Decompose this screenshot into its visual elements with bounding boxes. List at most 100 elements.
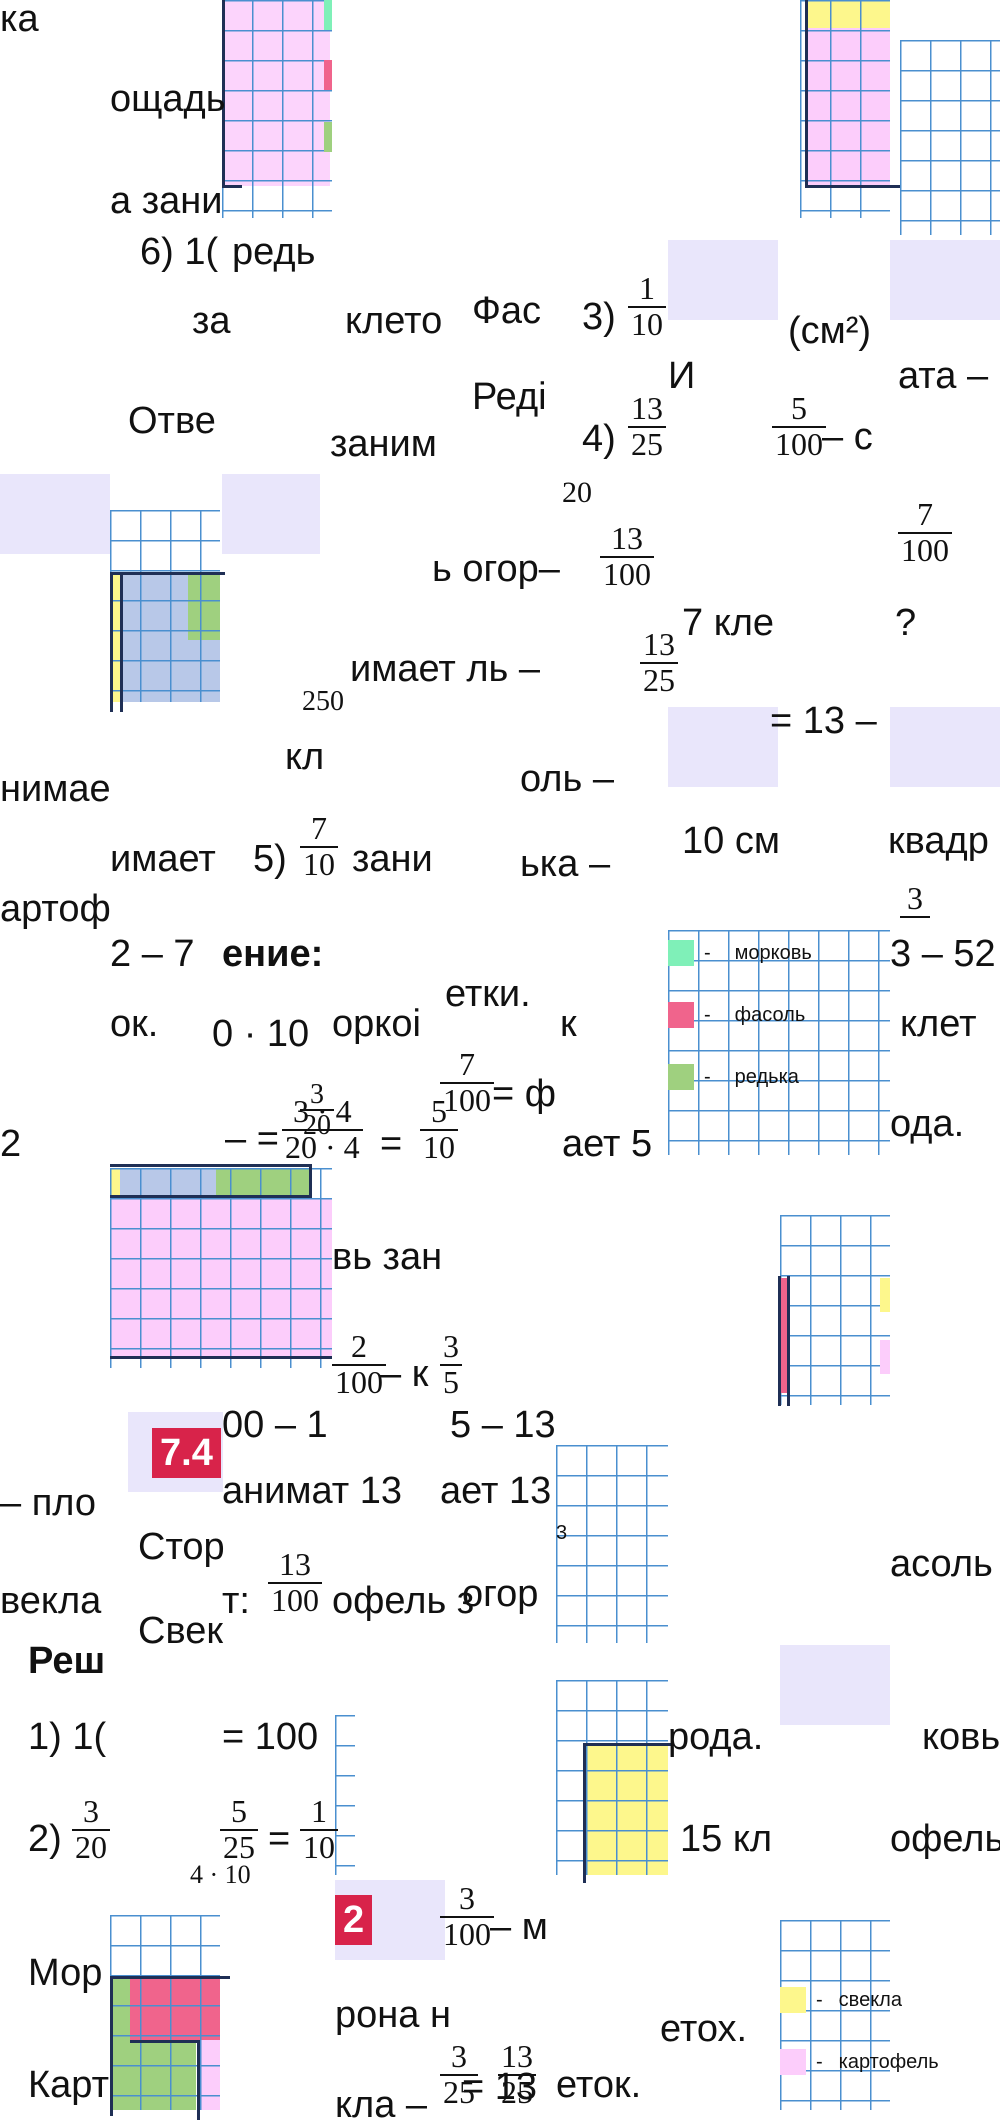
text-fragment: 6) 1( [140,231,219,273]
legend-label: редька [734,1065,799,1088]
text-fragment: – с [822,416,873,458]
text-fragment: ? [895,602,917,644]
text-fragment: Стор [138,1526,225,1568]
legend-grid [668,930,890,1155]
text-fragment: имает ль – [350,648,540,690]
text-fragment: ает 5 [562,1123,653,1165]
text-fragment: офель з [332,1580,475,1622]
text-fragment: артоф [0,888,111,930]
text-fragment: 1) 1( [28,1716,107,1758]
fraction: 13 25 [498,2039,536,2109]
potato-swatch [780,2049,806,2075]
text-fragment: т: [222,1580,250,1622]
text-fragment: Реді [472,376,547,418]
grid-piece [556,1445,668,1643]
legend-item-potato: - картофель [780,2049,939,2075]
legend-item-radish: - редька [668,1064,799,1090]
text-fragment: 3 – 52 [890,933,996,975]
text-fragment: еток. [556,2064,642,2106]
text-fragment: Мор [28,1952,103,1994]
legend-item-bean: - фасоль [668,1002,805,1028]
grid-piece [110,510,220,702]
plot-border [583,1743,673,1883]
task-number-badge: 2 [335,1895,373,1945]
puzzle-tile [668,707,778,787]
text-fragment: вь зан [332,1236,443,1278]
text-fragment: – = [225,1118,279,1160]
fraction: 3 [900,881,930,951]
text-fragment: 2 [0,1123,22,1165]
radish-swatch [668,1064,694,1090]
text-fragment: И [668,355,696,397]
heading-fragment: ение: [222,933,324,975]
text-fragment: Отве [128,400,216,442]
text-fragment: имает [110,838,216,880]
text-fragment: ка [0,0,39,40]
plot-border [110,572,225,712]
text-fragment: 5 – 13 [450,1404,556,1446]
text-fragment: ощадь [110,78,226,120]
fraction: 3 100 [440,1881,494,1951]
legend-label: свекла [838,1988,902,2011]
legend-label: морковь [734,941,812,964]
legend-dash: - [704,1065,711,1088]
text-fragment: ата – [898,355,989,397]
text-fragment: за [192,300,231,342]
text-fragment: векла [0,1580,102,1622]
text-fragment: Карт [28,2064,109,2106]
text-fragment: асоль [890,1543,993,1585]
plot-border [120,572,123,712]
heading-fragment: Реш [28,1640,106,1682]
task-number-badge: 7.4 [152,1428,221,1478]
legend-dash: - [816,1988,823,2011]
grid-piece [780,1920,890,2110]
grid-piece [780,1215,890,1405]
fraction: 7 100 [898,497,952,567]
text-fragment: = [380,1123,403,1165]
legend-item-carrot: - морковь [668,940,812,966]
plot-border [222,0,242,188]
legend-dash: - [704,941,711,964]
text-fragment: етки. [445,973,531,1015]
text-fragment: – пло [0,1482,97,1524]
text-fragment: ода. [890,1103,965,1145]
fraction: 13 25 [640,627,678,697]
fraction: 7 100 [440,1047,494,1117]
plot-border [805,0,900,188]
grid-piece [800,0,890,218]
bean-strip [778,1278,788,1393]
text-fragment: 2 – 7 [110,933,195,975]
fraction: 7 10 [300,811,338,881]
fraction: 13 100 [268,1547,322,1617]
grid-piece [556,1680,668,1875]
text-fragment: зани [352,838,433,880]
text-fragment: 0 · 10 [212,1013,310,1055]
plot-border [110,1356,332,1359]
text-fragment: ковь [922,1716,1000,1758]
text-fragment: ает 13 [440,1470,552,1512]
fraction: 1 10 [300,1794,338,1864]
text-fragment: кла – [335,2084,428,2126]
carrot-swatch [668,940,694,966]
text-fragment: квадр [888,820,989,862]
text-fragment: ька – [520,843,611,885]
text-fragment: = ф [492,1073,557,1115]
text-fragment: анимат 13 [222,1470,402,1512]
puzzle-tile [222,474,320,554]
text-fragment: = 13 – [770,700,877,742]
fraction: 13 100 [600,521,654,591]
text-fragment: кл [285,736,325,778]
text-fragment: огор [462,1573,539,1615]
fraction: 3 20 [72,1794,110,1864]
fraction: 5 10 [420,1094,458,1164]
text-fragment: клет [900,1003,977,1045]
legend-item-beet: - свекла [780,1987,902,2013]
fraction: 5 25 [220,1794,258,1864]
puzzle-tile [890,707,1000,787]
puzzle-tile [668,240,778,320]
text-fragment: рона н [335,1994,451,2036]
text-fragment: а зани [110,180,223,222]
text-fragment: – к [380,1353,429,1395]
text-fragment: етох. [660,2008,748,2050]
puzzle-tile [890,240,1000,320]
